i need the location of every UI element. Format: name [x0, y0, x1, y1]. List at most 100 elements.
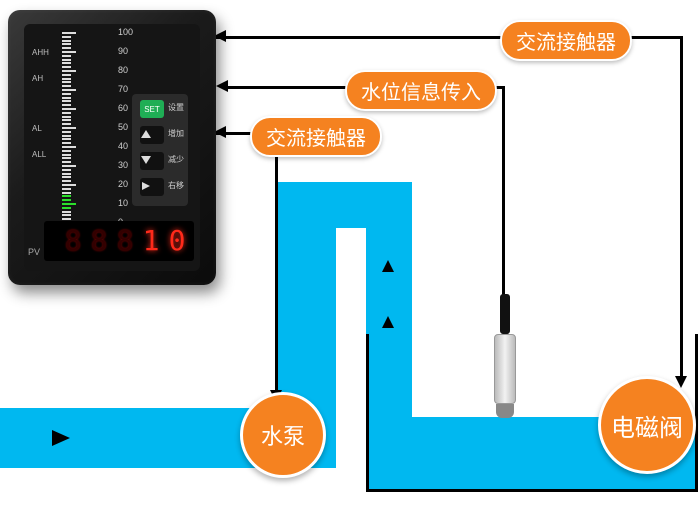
gauge-tick [62, 40, 71, 42]
gauge-tick [62, 218, 71, 220]
level-probe [494, 294, 516, 418]
gauge-tick [62, 192, 71, 194]
gauge-tick [62, 138, 71, 140]
gauge-tick [62, 119, 71, 121]
side-label-ahh: AHH [32, 48, 49, 57]
gauge-scale-label: 30 [118, 160, 128, 170]
side-label-ah: AH [32, 74, 43, 83]
controller-device: AHH AH AL ALL 1009080706050403020100 SET… [8, 10, 216, 285]
line-top-h1 [214, 36, 504, 39]
gauge-tick [62, 36, 71, 38]
gauge-tick [62, 127, 76, 129]
gauge-tick [62, 214, 71, 216]
gauge-tick [62, 195, 71, 197]
gauge-scale-label: 40 [118, 141, 128, 151]
gauge-tick [62, 108, 76, 110]
line-top-v [680, 36, 683, 380]
diagram-stage: 交流接触器 水位信息传入 交流接触器 水泵 电磁阀 AHH AH AL ALL … [0, 0, 700, 522]
gauge-tick [62, 47, 71, 49]
line-sig-v [502, 86, 505, 296]
gauge-scale-label: 50 [118, 122, 128, 132]
dec-label-cn: 减少 [168, 154, 184, 165]
flow-arrow-riser-2 [382, 260, 394, 272]
gauge-tick [62, 97, 71, 99]
gauge-tick [62, 211, 71, 213]
gauge-tick [62, 43, 71, 45]
gauge-tick [62, 70, 76, 72]
gauge-scale-label: 20 [118, 179, 128, 189]
gauge-tick [62, 66, 71, 68]
pv-label: PV [28, 247, 40, 257]
gauge-tick [62, 154, 71, 156]
label-ac-contactor-top: 交流接触器 [500, 20, 632, 61]
gauge-tick [62, 51, 76, 53]
set-button[interactable]: SET [140, 100, 164, 118]
gauge-tick [62, 203, 76, 205]
set-label-cn: 设置 [168, 102, 184, 113]
gauge-scale-label: 60 [118, 103, 128, 113]
gauge-tick [62, 93, 71, 95]
shift-label-cn: 右移 [168, 180, 184, 191]
gauge-tick [62, 135, 71, 137]
gauge-scale-label: 80 [118, 65, 128, 75]
label-pump: 水泵 [240, 392, 326, 478]
display-digit: 8 [88, 225, 110, 257]
flow-arrow-riser-1 [382, 316, 394, 328]
label-valve: 电磁阀 [598, 376, 696, 474]
gauge-tick [62, 165, 76, 167]
display-digit: 8 [114, 225, 136, 257]
side-label-all: ALL [32, 150, 46, 159]
gauge-tick [62, 100, 71, 102]
gauge-tick [62, 112, 71, 114]
gauge-tick [62, 32, 76, 34]
gauge-tick [62, 74, 71, 76]
gauge-tick [62, 199, 71, 201]
gauge-tick [62, 157, 71, 159]
gauge-tick [62, 59, 71, 61]
seven-segment-display: 88810 [44, 221, 194, 261]
inc-label-cn: 增加 [168, 128, 184, 139]
gauge-scale-label: 10 [118, 198, 128, 208]
gauge-tick [62, 207, 71, 209]
flow-arrow-inlet [52, 430, 70, 446]
gauge-scale-label: 100 [118, 27, 133, 37]
gauge-tick [62, 169, 71, 171]
gauge-tick [62, 176, 71, 178]
decrement-button[interactable] [140, 152, 164, 170]
shift-button[interactable] [140, 178, 164, 196]
side-label-al: AL [32, 124, 42, 133]
gauge-tick [62, 161, 71, 163]
label-ac-contactor-mid: 交流接触器 [250, 116, 382, 157]
gauge-tick [62, 180, 71, 182]
gauge-tick [62, 104, 71, 106]
gauge-scale-label: 90 [118, 46, 128, 56]
display-digit: 8 [62, 225, 84, 257]
label-water-signal: 水位信息传入 [345, 70, 497, 111]
display-digit: 1 [140, 225, 162, 257]
pipe-inlet [0, 408, 278, 468]
gauge-tick [62, 85, 71, 87]
gauge-tick [62, 55, 71, 57]
gauge-tick [62, 62, 71, 64]
gauge-tick [62, 123, 71, 125]
gauge-tick [62, 146, 76, 148]
gauge-tick [62, 78, 71, 80]
gauge-scale-label: 70 [118, 84, 128, 94]
line-mid-v [275, 132, 278, 394]
gauge-tick [62, 116, 71, 118]
gauge-tick [62, 150, 71, 152]
gauge-tick [62, 173, 71, 175]
gauge-tick [62, 184, 76, 186]
bar-gauge: 1009080706050403020100 [62, 32, 76, 222]
controller-screen: AHH AH AL ALL 1009080706050403020100 SET… [24, 24, 200, 271]
increment-button[interactable] [140, 126, 164, 144]
gauge-tick [62, 81, 71, 83]
button-pad: SET 设置 增加 减少 右移 [132, 94, 188, 206]
gauge-tick [62, 89, 76, 91]
line-sig-h1 [226, 86, 349, 89]
display-digit: 0 [166, 225, 188, 257]
arrow-sig-in [216, 80, 228, 92]
gauge-tick [62, 188, 71, 190]
gauge-tick [62, 131, 71, 133]
gauge-tick [62, 142, 71, 144]
